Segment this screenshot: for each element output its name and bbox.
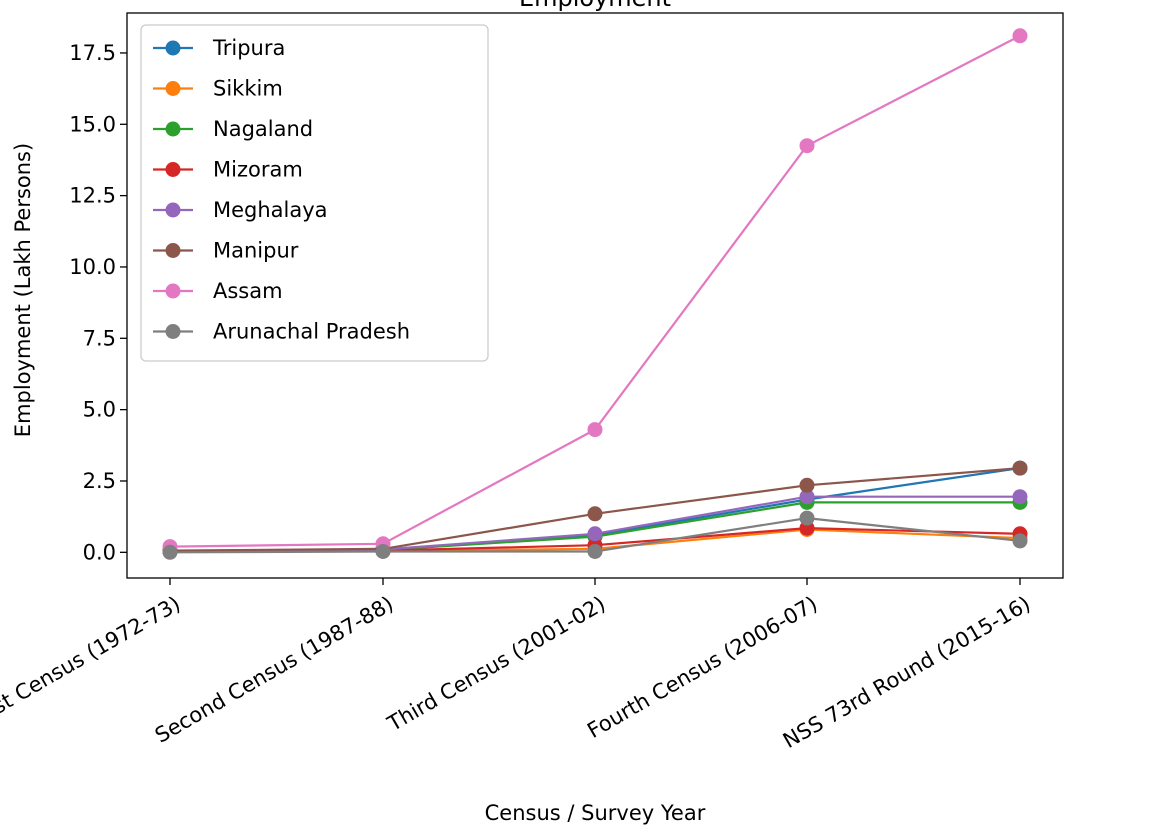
y-tick-label: 0.0 [83, 540, 116, 564]
legend-entry: Mizoram [153, 158, 303, 182]
legend: Tripura Sikkim Nagaland Mizoram Meghalaya Man… [140, 24, 489, 362]
x-tick-label: Second Census (1987-88) [151, 592, 398, 748]
y-tick-label: 2.5 [83, 469, 116, 493]
y-axis-label: Employment (Lakh Persons) [11, 143, 35, 437]
legend-entry: Sikkim [153, 77, 283, 101]
legend-swatch-marker [165, 202, 181, 218]
legend-swatch-marker [165, 243, 181, 258]
data-point [799, 510, 815, 526]
x-tick-label: NSS 73rd Round (2015-16) [779, 592, 1035, 753]
data-point [587, 544, 603, 559]
legend-swatch-marker [165, 283, 181, 299]
x-tick-label: First Census (1972-73) [0, 592, 185, 732]
data-point [162, 544, 178, 560]
legend-swatch-marker [165, 81, 181, 96]
legend-swatch-marker [165, 121, 181, 137]
legend-entry: Meghalaya [153, 198, 328, 222]
y-tick-label: 17.5 [69, 41, 116, 65]
legend-label: Assam [213, 279, 283, 303]
legend-label: Sikkim [213, 77, 283, 101]
data-point [375, 544, 391, 559]
legend-swatch-marker [165, 324, 181, 339]
chart-title: Employment [519, 0, 671, 12]
data-point [799, 477, 815, 493]
data-point [799, 138, 815, 154]
data-point [587, 526, 603, 542]
legend-label: Manipur [213, 239, 299, 263]
data-point [1012, 533, 1028, 549]
y-tick-label: 15.0 [69, 112, 116, 136]
y-tick-label: 10.0 [69, 255, 116, 279]
data-point [587, 422, 603, 438]
data-point [1012, 489, 1028, 505]
data-point [799, 489, 815, 505]
legend-label: Nagaland [213, 117, 313, 141]
y-tick-label: 12.5 [69, 184, 116, 208]
y-tick-label: 7.5 [83, 326, 116, 350]
data-point [587, 506, 603, 522]
legend-label: Tripura [212, 36, 285, 60]
x-tick-label: Third Census (2001-02) [383, 592, 610, 737]
x-tick-label: Fourth Census (2006-07) [583, 592, 821, 743]
legend-entry: Tripura [153, 36, 285, 60]
plot-area [162, 28, 1028, 560]
legend-entry: Arunachal Pradesh [153, 320, 410, 344]
legend-label: Meghalaya [213, 198, 328, 222]
legend-entry: Nagaland [153, 117, 313, 141]
data-point [1012, 460, 1028, 476]
y-tick-label: 5.0 [83, 398, 116, 422]
x-axis-label: Census / Survey Year [485, 801, 706, 825]
series-arunachal-pradesh [162, 510, 1028, 560]
legend-swatch-marker [165, 40, 181, 56]
legend-entry: Manipur [153, 239, 299, 263]
legend-frame [140, 24, 489, 362]
legend-label: Arunachal Pradesh [213, 320, 410, 344]
data-point [1012, 28, 1028, 44]
legend-swatch-marker [165, 162, 181, 177]
legend-label: Mizoram [213, 158, 303, 182]
legend-entry: Assam [153, 279, 283, 303]
